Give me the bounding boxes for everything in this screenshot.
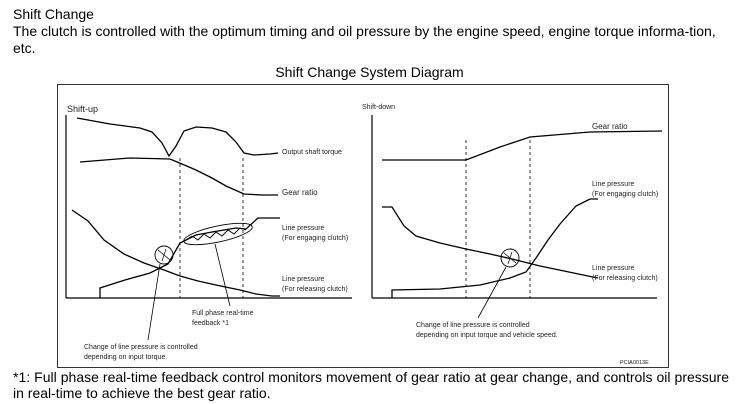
shift-up-crossover-circle <box>154 245 174 265</box>
shift-up-gear-ratio-label: Gear ratio <box>282 188 318 197</box>
shift-down-note-leader-line <box>477 266 507 319</box>
shift-up-note-leader-line <box>147 263 161 341</box>
shift-down-gear-ratio-curve <box>382 130 663 161</box>
output-shaft-torque-label: Output shaft torque <box>282 149 342 156</box>
shift-up-releasing-pressure-curve <box>71 209 280 297</box>
shift-up-crossover-arrows <box>157 248 171 262</box>
feedback-label-1: Full phase real-time <box>192 310 254 317</box>
shift-up-title: Shift-up <box>67 104 98 114</box>
diagram-title: Shift Change System Diagram <box>275 64 464 80</box>
shift-down-releasing-label-1: Line pressure <box>592 265 635 272</box>
shift-up-panel: Shift-up Output shaft torque Gear ratio … <box>65 104 352 361</box>
shift-up-engaging-pressure-curve <box>99 217 280 298</box>
feedback-wave <box>185 227 247 241</box>
shift-up-gear-ratio-curve <box>79 157 278 196</box>
shift-up-note-1: Change of line pressure is controlled <box>84 344 198 351</box>
footnote: *1: Full phase real-time feedback contro… <box>13 369 729 401</box>
shift-down-crossover-circle <box>500 248 520 268</box>
shift-down-engaging-label-1: Line pressure <box>592 181 635 188</box>
intro-paragraph: The clutch is controlled with the optimu… <box>13 23 716 56</box>
section-heading: Shift Change <box>13 6 94 22</box>
shift-up-engaging-label-2: (For engaging clutch) <box>282 235 348 242</box>
shift-down-panel: Shift-down Gear ratio Line pressure (For… <box>362 104 663 339</box>
feedback-ellipse <box>183 222 253 246</box>
shift-up-releasing-label-1: Line pressure <box>282 276 325 283</box>
shift-down-releasing-pressure-curve <box>382 206 599 279</box>
shift-down-note-2: depending on input torque and vehicle sp… <box>416 332 558 339</box>
figure-code: PCIA0013E <box>620 360 649 366</box>
output-shaft-torque-curve <box>76 117 279 158</box>
diagram-frame <box>57 84 669 368</box>
shift-down-releasing-label-2: (For releasing clutch) <box>592 275 658 282</box>
shift-up-note-2: depending on input torque. <box>84 354 167 361</box>
shift-down-gear-ratio-label: Gear ratio <box>592 122 628 131</box>
shift-down-engaging-pressure-curve <box>391 198 598 298</box>
feedback-leader-line <box>214 243 231 307</box>
shift-up-engaging-label-1: Line pressure <box>282 225 325 232</box>
shift-down-note-1: Change of line pressure is controlled <box>416 322 530 329</box>
feedback-label-2: feedback *1 <box>192 320 229 327</box>
shift-up-releasing-label-2: (For releasing clutch) <box>282 286 348 293</box>
shift-down-engaging-label-2: (For engaging clutch) <box>592 191 658 198</box>
shift-down-crossover-arrows <box>503 251 517 265</box>
shift-down-title: Shift-down <box>362 104 395 111</box>
